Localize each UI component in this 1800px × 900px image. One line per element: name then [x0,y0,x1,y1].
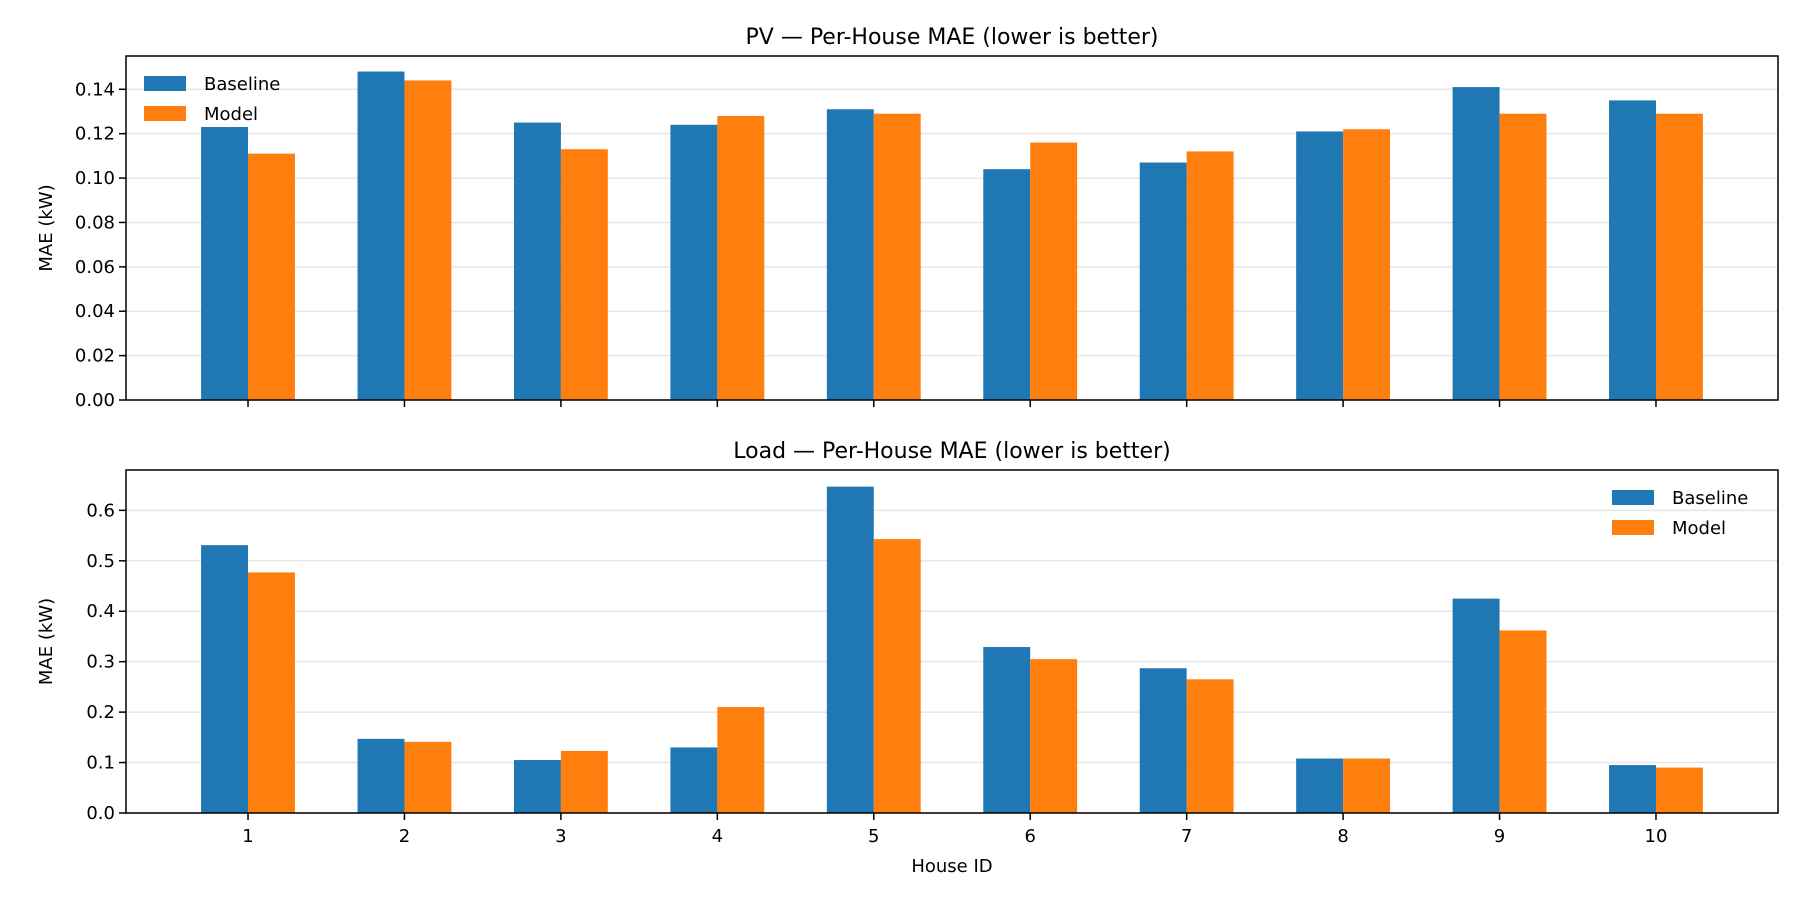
y-tick-label: 0.04 [75,301,115,322]
y-tick-label: 0.1 [86,753,115,774]
y-tick-label: 0.6 [86,500,115,521]
y-tick-label: 0.08 [75,212,115,233]
legend-swatch-model [1612,520,1654,535]
bar-model-house-1 [248,153,295,400]
y-tick-label: 0.0 [86,803,115,824]
bar-model-house-6 [1030,659,1078,813]
chart-panel-1: 0.00 0.02 0.04 0.06 0.08 0.10 0.12 0.14 PV — Per… [36,25,1779,411]
bar-model-house-9 [1499,113,1547,401]
y-tick-label: 0.06 [75,257,115,278]
bar-baseline-house-6 [983,647,1031,813]
bar-model-house-8 [1343,758,1391,813]
x-tick-label: 4 [712,826,723,847]
legend-swatch-baseline [144,76,186,91]
x-tick-label: 3 [555,826,566,847]
bar-model-house-6 [1030,142,1078,400]
bar-model-house-3 [560,750,608,813]
x-tick-label: 2 [399,826,410,847]
bar-baseline-house-4 [670,747,718,813]
bar-baseline-house-9 [1452,87,1500,400]
bar-model-house-3 [560,149,608,400]
bar-baseline-house-4 [670,124,718,401]
bar-baseline-house-7 [1139,668,1187,813]
y-tick-label: 0.02 [75,346,115,367]
bar-baseline-house-6 [983,169,1031,400]
bar-baseline-house-2 [357,738,405,813]
bar-baseline-house-10 [1609,765,1656,813]
bar-baseline-house-9 [1452,598,1500,813]
y-tick-label: 0.4 [86,601,115,622]
bar-model-house-10 [1655,113,1703,401]
bar-baseline-house-5 [826,486,874,813]
bar-baseline-house-1 [201,127,249,401]
chart-title: Load — Per-House MAE (lower is better) [733,439,1170,464]
legend-label-model: Model [1672,518,1726,539]
y-tick-label: 0.2 [86,702,115,723]
bar-model-house-8 [1343,129,1391,400]
bar-baseline-house-10 [1609,100,1656,401]
legend-label-baseline: Baseline [1672,488,1748,509]
bar-baseline-house-7 [1139,162,1187,400]
bar-baseline-house-3 [513,122,561,401]
bar-baseline-house-8 [1296,758,1344,813]
bar-baseline-house-8 [1296,131,1344,400]
chart-title: PV — Per-House MAE (lower is better) [746,25,1159,50]
x-tick-label: 1 [242,826,253,847]
plot-frame [125,55,1779,401]
x-tick-label: 9 [1494,826,1505,847]
plot-frame [125,469,1779,814]
bar-baseline-house-2 [357,71,405,400]
legend: Baseline Model [1612,488,1748,539]
bar-model-house-4 [717,115,765,400]
bar-model-house-1 [248,572,295,813]
legend-label-model: Model [204,104,258,125]
bar-model-house-4 [717,707,765,813]
bar-model-house-7 [1186,679,1234,813]
bar-model-house-9 [1499,630,1547,813]
x-tick-label: 10 [1645,826,1668,847]
bar-model-house-2 [404,741,452,813]
bar-baseline-house-3 [513,760,561,813]
bar-model-house-5 [873,113,921,401]
y-tick-label: 0.3 [86,652,115,673]
y-tick-label: 0.00 [75,390,115,411]
y-tick-label: 0.14 [75,79,115,100]
bar-model-house-10 [1655,767,1703,813]
bar-baseline-house-1 [201,545,249,813]
bar-model-house-2 [404,80,452,400]
legend-label-baseline: Baseline [204,74,280,95]
x-tick-label: 8 [1337,826,1348,847]
legend: Baseline Model [144,74,280,125]
x-tick-label: 5 [868,826,879,847]
x-tick-label: 6 [1024,826,1035,847]
bar-model-house-5 [873,539,921,813]
legend-swatch-model [144,106,186,121]
x-tick-label: 7 [1181,826,1192,847]
x-axis-label: House ID [911,856,992,877]
bar-baseline-house-5 [826,109,874,400]
bar-model-house-7 [1186,151,1234,400]
chart-panel-2: 0.0 0.1 0.2 0.3 0.4 0.5 0.6 1 2 3 4 5 6 7 8 9 10 Load — P… [36,439,1779,877]
y-axis-label: MAE (kW) [36,598,57,685]
y-axis-label: MAE (kW) [36,184,57,271]
legend-swatch-baseline [1612,490,1654,505]
y-tick-label: 0.12 [75,124,115,145]
y-tick-label: 0.10 [75,168,115,189]
y-tick-label: 0.5 [86,551,115,572]
